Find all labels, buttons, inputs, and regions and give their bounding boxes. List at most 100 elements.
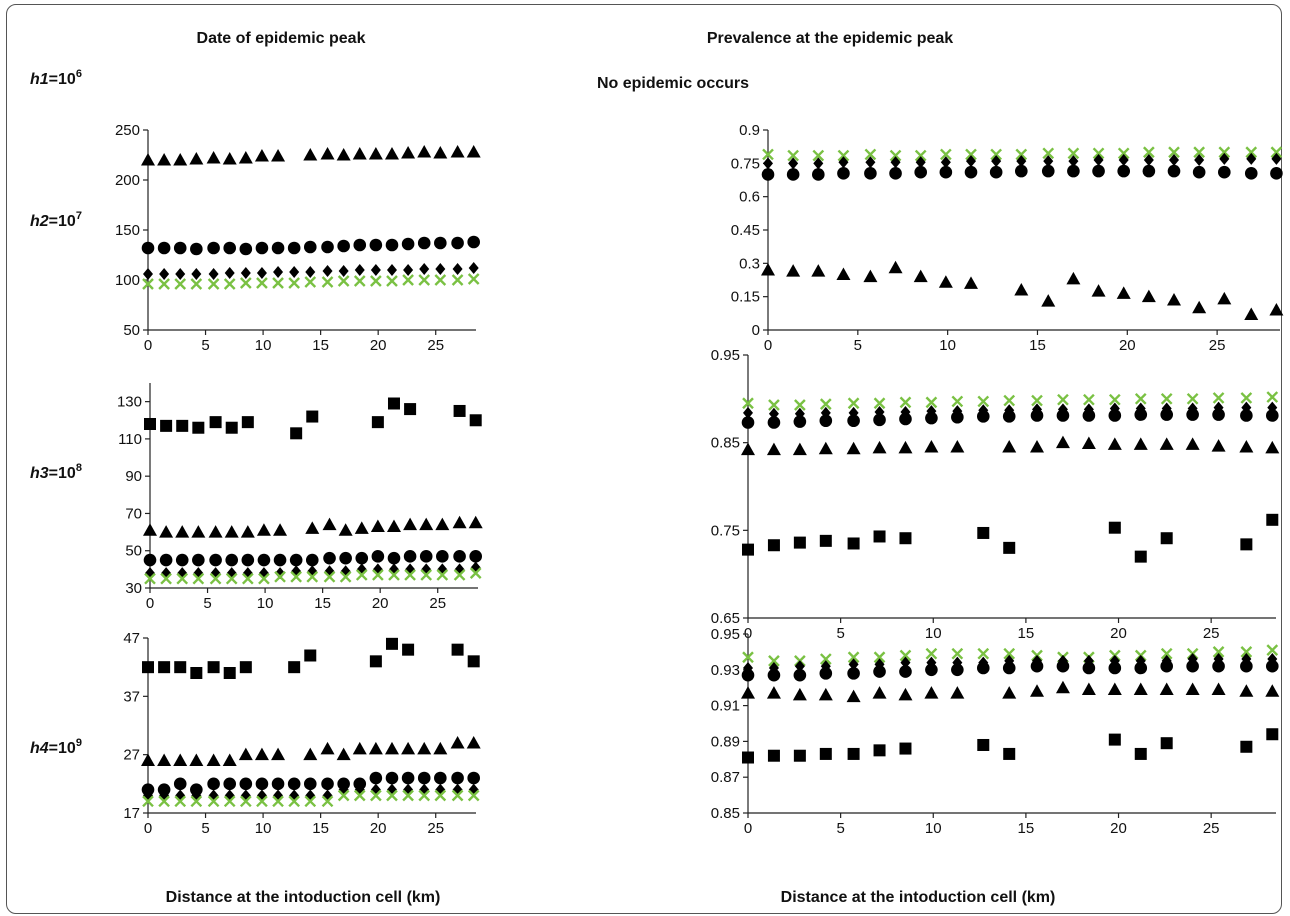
triangle-point <box>450 736 465 749</box>
cross-point <box>951 647 964 660</box>
cross-point <box>190 795 203 808</box>
cross-point <box>467 789 480 802</box>
circle-point <box>223 241 237 255</box>
x-tick-label: 25 <box>427 337 444 354</box>
cross-point <box>160 572 172 585</box>
triangle-point <box>352 741 367 755</box>
triangle-point <box>240 525 255 538</box>
cross-point <box>225 572 238 585</box>
triangle-point <box>466 736 481 749</box>
circle-point <box>353 238 367 252</box>
square-point <box>847 747 860 760</box>
diamond-point <box>240 267 251 279</box>
triangle-point <box>141 753 155 766</box>
series-cross <box>144 567 482 585</box>
y-tick-label: 110 <box>118 431 142 448</box>
cross-point <box>272 795 284 808</box>
square-point <box>192 421 205 434</box>
cross-point <box>768 399 780 411</box>
circle-point <box>1218 165 1231 179</box>
cross-point <box>174 795 187 808</box>
square-point <box>1003 541 1016 554</box>
circle-point <box>192 553 205 567</box>
y-tick-label: 100 <box>115 272 140 289</box>
triangle-point <box>1239 684 1254 697</box>
cross-point <box>288 277 301 289</box>
circle-point <box>847 667 860 680</box>
cross-point <box>1168 146 1180 159</box>
triangle-point <box>417 741 432 755</box>
circle-point <box>793 668 807 682</box>
circle-point <box>1134 661 1148 675</box>
diamond-point <box>305 266 316 278</box>
circle-point <box>419 550 433 563</box>
square-point <box>304 649 317 662</box>
triangle-point <box>818 687 833 701</box>
panel-h3-prevalence: 0 5 10 15 20 250.650.750.850.95 <box>711 347 1280 642</box>
triangle-point <box>1239 440 1254 453</box>
x-tick-label: 5 <box>836 625 844 642</box>
triangle-point <box>208 525 223 538</box>
triangle-point <box>401 741 416 755</box>
circle-point <box>371 550 385 563</box>
x-tick-label: 25 <box>1203 625 1220 642</box>
y-tick-label: 130 <box>117 394 142 411</box>
cross-point <box>370 789 382 802</box>
circle-point <box>1244 167 1258 180</box>
circle-point <box>793 415 807 428</box>
cross-point <box>768 655 780 667</box>
circle-point <box>355 551 369 565</box>
circle-point <box>239 777 253 791</box>
circle-point <box>889 167 902 180</box>
triangle-point <box>924 686 939 699</box>
diamond-point <box>900 656 911 669</box>
triangle-point <box>403 517 418 531</box>
circle-point <box>925 411 938 425</box>
cross-point <box>241 572 254 585</box>
circle-point <box>1134 408 1148 421</box>
series-triangle <box>761 260 1284 320</box>
diamond-point <box>1043 155 1054 168</box>
diamond-point <box>159 268 170 280</box>
diamond-point <box>468 262 479 274</box>
series-square <box>742 513 1279 563</box>
triangle-point <box>159 525 174 538</box>
circle-point <box>143 553 157 567</box>
square-point <box>239 661 252 674</box>
triangle-point <box>173 153 188 166</box>
cross-point <box>965 148 977 161</box>
square-point <box>402 643 415 656</box>
triangle-point <box>1141 289 1156 303</box>
triangle-point <box>173 753 188 766</box>
cross-point <box>176 572 189 585</box>
x-tick-label: 25 <box>1209 337 1226 354</box>
circle-point <box>173 777 187 791</box>
triangle-point <box>320 147 335 160</box>
square-point <box>1160 737 1173 750</box>
triangle-point <box>254 149 269 162</box>
x-tick-label: 0 <box>744 820 752 837</box>
diamond-point <box>370 264 381 276</box>
triangle-point <box>320 741 335 755</box>
triangle-point <box>792 687 807 701</box>
circle-point <box>873 413 886 427</box>
circle-point <box>837 167 850 180</box>
square-point <box>899 742 912 755</box>
circle-point <box>1240 409 1253 422</box>
triangle-point <box>336 148 351 161</box>
circle-point <box>1160 659 1173 673</box>
diamond-point <box>1194 154 1205 166</box>
triangle-point <box>273 523 288 536</box>
cross-point <box>1193 146 1206 159</box>
cross-point <box>190 278 203 290</box>
cross-point <box>420 569 433 581</box>
cross-point <box>223 278 236 290</box>
circle-point <box>287 241 301 255</box>
y-tick-label: 47 <box>123 630 140 647</box>
cross-point <box>402 274 414 286</box>
triangle-point <box>766 442 781 456</box>
panel-h2-date: 0 5 10 15 20 25 50 100 150 200 250 <box>115 122 481 354</box>
triangle-point <box>792 442 807 456</box>
triangle-point <box>1211 682 1226 695</box>
x-tick-label: 0 <box>146 595 154 612</box>
